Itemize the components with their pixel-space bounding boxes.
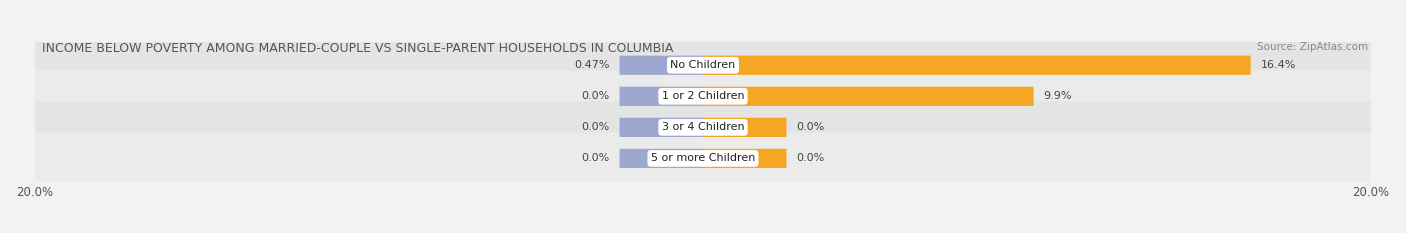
FancyBboxPatch shape bbox=[35, 39, 1371, 91]
FancyBboxPatch shape bbox=[35, 101, 1371, 153]
Text: 0.0%: 0.0% bbox=[581, 91, 609, 101]
Text: 9.9%: 9.9% bbox=[1043, 91, 1073, 101]
FancyBboxPatch shape bbox=[703, 87, 1033, 106]
FancyBboxPatch shape bbox=[620, 87, 703, 106]
FancyBboxPatch shape bbox=[703, 56, 1250, 75]
Text: 1 or 2 Children: 1 or 2 Children bbox=[662, 91, 744, 101]
Text: 0.47%: 0.47% bbox=[574, 60, 609, 70]
FancyBboxPatch shape bbox=[620, 149, 703, 168]
Text: INCOME BELOW POVERTY AMONG MARRIED-COUPLE VS SINGLE-PARENT HOUSEHOLDS IN COLUMBI: INCOME BELOW POVERTY AMONG MARRIED-COUPL… bbox=[42, 42, 673, 55]
Text: No Children: No Children bbox=[671, 60, 735, 70]
Text: 0.0%: 0.0% bbox=[581, 122, 609, 132]
FancyBboxPatch shape bbox=[703, 118, 786, 137]
FancyBboxPatch shape bbox=[35, 132, 1371, 185]
Text: 0.0%: 0.0% bbox=[581, 154, 609, 163]
Text: 16.4%: 16.4% bbox=[1261, 60, 1296, 70]
Text: 3 or 4 Children: 3 or 4 Children bbox=[662, 122, 744, 132]
FancyBboxPatch shape bbox=[620, 56, 703, 75]
FancyBboxPatch shape bbox=[620, 118, 703, 137]
Text: 5 or more Children: 5 or more Children bbox=[651, 154, 755, 163]
FancyBboxPatch shape bbox=[35, 70, 1371, 122]
FancyBboxPatch shape bbox=[703, 149, 786, 168]
Text: 0.0%: 0.0% bbox=[796, 122, 825, 132]
Text: Source: ZipAtlas.com: Source: ZipAtlas.com bbox=[1257, 42, 1368, 52]
Text: 0.0%: 0.0% bbox=[796, 154, 825, 163]
